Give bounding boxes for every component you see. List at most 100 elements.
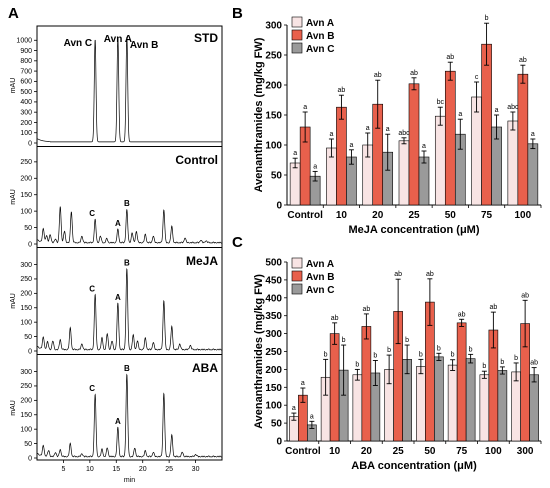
trace-control (36, 206, 223, 244)
y-tick-label: 100 (20, 319, 32, 326)
significance-label: b (514, 355, 518, 362)
y-tick-label: 200 (20, 291, 32, 298)
significance-label: b (342, 337, 346, 344)
peak-label: B (124, 364, 130, 373)
trace-title: STD (194, 31, 218, 45)
y-axis-label: mAU (10, 78, 17, 94)
x-tick-label: 15 (112, 466, 120, 473)
y-tick-label: 50 (271, 171, 283, 182)
significance-label: a (366, 125, 370, 132)
significance-label: a (349, 142, 353, 149)
bar-avn-b (336, 106, 347, 206)
legend-swatch (291, 16, 303, 28)
trace-std (36, 36, 222, 143)
y-tick-label: 200 (20, 176, 32, 183)
x-axis-label: min (124, 477, 135, 484)
y-tick-label: 250 (20, 383, 32, 390)
y-tick-label: 300 (20, 109, 32, 116)
significance-label: ab (530, 360, 538, 367)
y-tick-label: 50 (24, 334, 32, 341)
bar-avn-a (479, 374, 490, 442)
bar-avn-a (434, 115, 446, 206)
bar-avn-a (507, 120, 519, 206)
bar-avn-c (527, 143, 539, 206)
y-tick-label: 450 (265, 275, 282, 286)
bar-avn-b (456, 322, 467, 442)
x-tick-label: 50 (424, 446, 436, 457)
bar-avn-b (329, 333, 340, 442)
y-tick-label: 0 (28, 455, 32, 462)
bar-avn-b (361, 326, 372, 442)
y-tick-label: 600 (20, 79, 32, 86)
y-tick-label: 50 (271, 419, 283, 430)
panel-b-letter: B (232, 5, 243, 22)
x-tick-label: 20 (361, 446, 373, 457)
panel-c-letter: C (232, 234, 243, 251)
y-tick-label: 50 (24, 225, 32, 232)
y-tick-label: 500 (265, 258, 282, 269)
peak-label: B (124, 199, 130, 208)
x-tick-label: 300 (517, 446, 534, 457)
y-tick-label: 150 (20, 192, 32, 199)
significance-label: ab (521, 292, 529, 299)
legend-label: Avn A (306, 18, 334, 29)
x-tick-label: 75 (481, 210, 493, 221)
peak-label: C (89, 284, 95, 293)
y-tick-label: 700 (20, 68, 32, 75)
y-tick-label: 350 (265, 311, 282, 322)
significance-label: ab (331, 315, 339, 322)
significance-label: ab (362, 306, 370, 313)
y-tick-label: 400 (20, 99, 32, 106)
x-tick-label: 20 (372, 210, 384, 221)
y-tick-label: 300 (265, 329, 282, 340)
legend-swatch (291, 29, 303, 41)
significance-label: b (387, 347, 391, 354)
bar-avn-b (481, 43, 492, 206)
y-tick-label: 200 (20, 398, 32, 405)
x-tick-label: Control (287, 210, 323, 221)
x-tick-label: 5 (61, 466, 65, 473)
significance-label: b (482, 363, 486, 370)
y-tick-label: 300 (20, 262, 32, 269)
y-tick-label: 400 (265, 293, 282, 304)
y-tick-label: 100 (20, 130, 32, 137)
y-tick-label: 250 (265, 347, 282, 358)
significance-label: b (469, 346, 473, 353)
significance-label: b (324, 351, 328, 358)
legend-label: Avn A (306, 259, 334, 270)
bar-avn-c (529, 374, 539, 442)
x-tick-label: 10 (86, 466, 94, 473)
significance-label: a (422, 143, 426, 150)
bar-avn-b (444, 70, 456, 206)
trace-title: Control (175, 153, 218, 167)
bar-avn-c (418, 156, 430, 206)
y-tick-label: 500 (20, 89, 32, 96)
significance-label: ab (519, 57, 527, 64)
significance-label: ab (446, 54, 454, 61)
bar-avn-b (517, 73, 529, 206)
significance-label: a (495, 107, 499, 114)
y-axis-label: mAU (10, 189, 17, 205)
legend-label: Avn C (306, 44, 335, 55)
significance-label: ab (458, 311, 466, 318)
significance-label: c (475, 74, 479, 81)
peak-label: C (89, 209, 95, 218)
panel-a-letter: A (8, 5, 19, 22)
significance-label: b (451, 352, 455, 359)
x-tick-label: 100 (485, 446, 502, 457)
y-tick-label: 900 (20, 48, 32, 55)
legend-label: Avn B (306, 31, 335, 42)
significance-label: b (485, 15, 489, 22)
peak-label: A (115, 293, 121, 302)
y-tick-label: 150 (265, 383, 282, 394)
bar-avn-a (511, 371, 521, 442)
y-tick-label: 0 (28, 140, 32, 147)
significance-label: a (310, 413, 314, 420)
significance-label: ab (394, 271, 402, 278)
y-tick-label: 800 (20, 58, 32, 65)
significance-label: ab (426, 271, 434, 278)
significance-label: abc (507, 104, 519, 111)
peak-label: Avn A (104, 34, 132, 45)
y-axis-label: Avenanthramides (mg/kg FW) (253, 274, 265, 429)
bar-avn-a (416, 366, 426, 442)
